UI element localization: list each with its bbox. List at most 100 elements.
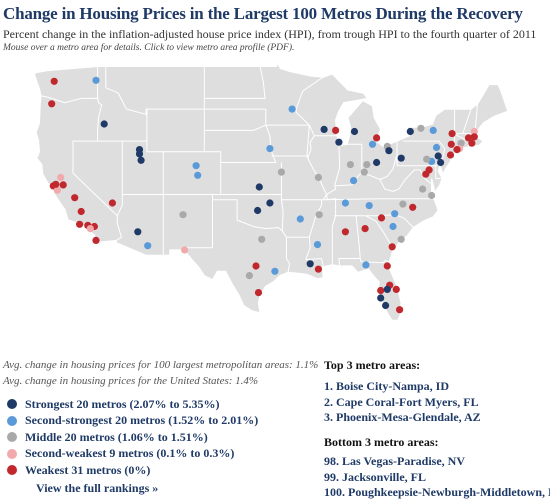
top3-item[interactable]: 2. Cape Coral-Fort Myers, FL (324, 394, 479, 409)
metro-dot[interactable] (417, 124, 425, 132)
metro-dot[interactable] (363, 161, 371, 169)
metro-dot[interactable] (470, 127, 478, 136)
metro-dot[interactable] (464, 134, 473, 142)
metro-dot[interactable] (288, 105, 296, 113)
metro-dot[interactable] (315, 211, 323, 219)
metro-dots[interactable] (48, 76, 478, 314)
metro-dot[interactable] (447, 140, 455, 148)
metro-dot[interactable] (377, 214, 386, 222)
metro-dot[interactable] (92, 76, 100, 84)
metro-dot[interactable] (365, 202, 373, 210)
metro-dot[interactable] (419, 185, 427, 193)
metro-dot[interactable] (446, 151, 455, 159)
metro-dot[interactable] (385, 147, 393, 155)
metro-dot[interactable] (57, 173, 65, 181)
metro-dot[interactable] (76, 220, 84, 228)
metro-dot[interactable] (432, 143, 441, 152)
metro-dot[interactable] (361, 225, 369, 233)
metro-dot[interactable] (108, 199, 116, 207)
metro-dot[interactable] (86, 225, 94, 233)
metro-dot[interactable] (335, 138, 343, 146)
metro-dot[interactable] (428, 191, 436, 200)
metro-dot[interactable] (137, 156, 145, 164)
metro-dot[interactable] (377, 294, 385, 302)
metro-dot[interactable] (377, 286, 385, 295)
metro-dot[interactable] (350, 177, 358, 185)
metro-dot[interactable] (320, 125, 328, 133)
metro-dot[interactable] (368, 140, 377, 148)
metro-dot[interactable] (346, 161, 354, 169)
metro-dot[interactable] (396, 306, 404, 314)
metro-dot[interactable] (254, 206, 262, 215)
metro-dot[interactable] (266, 145, 274, 153)
metro-dot[interactable] (350, 127, 359, 136)
metro-dot[interactable] (468, 139, 476, 147)
metro-dot[interactable] (179, 211, 187, 219)
metro-dot[interactable] (406, 127, 414, 136)
metro-dot[interactable] (453, 146, 461, 154)
metro-dot[interactable] (48, 100, 56, 108)
metro-dot[interactable] (332, 126, 340, 134)
metro-dot[interactable] (271, 267, 279, 275)
legend-item-second-strongest: Second-strongest 20 metros (1.52% to 2.0… (3, 413, 258, 430)
metro-dot[interactable] (362, 261, 370, 269)
metro-dot[interactable] (306, 260, 314, 268)
metro-dot[interactable] (383, 285, 391, 293)
metro-dot[interactable] (53, 186, 62, 194)
metro-dot[interactable] (389, 222, 397, 231)
metro-dot[interactable] (252, 262, 260, 270)
metro-dot[interactable] (134, 228, 142, 236)
metro-dot[interactable] (181, 246, 189, 254)
metro-dot[interactable] (192, 162, 200, 170)
metro-dot[interactable] (341, 199, 349, 207)
metro-dot[interactable] (373, 158, 381, 167)
metro-dot[interactable] (397, 235, 405, 243)
metro-dot[interactable] (434, 152, 442, 160)
metro-dot[interactable] (397, 154, 405, 162)
metro-dot[interactable] (258, 235, 266, 243)
metro-dot[interactable] (314, 173, 322, 181)
metro-dot[interactable] (296, 215, 304, 223)
metro-dot[interactable] (341, 228, 349, 236)
metro-dot[interactable] (399, 200, 407, 208)
metro-dot[interactable] (388, 243, 396, 251)
metro-dot[interactable] (423, 155, 431, 163)
metro-dot[interactable] (135, 150, 144, 158)
metro-dot[interactable] (77, 207, 85, 216)
metro-dot[interactable] (360, 168, 368, 176)
metro-dot[interactable] (448, 130, 456, 138)
metro-dot[interactable] (429, 126, 437, 134)
metro-dot[interactable] (313, 241, 322, 249)
metro-dot[interactable] (266, 199, 274, 207)
metro-dot[interactable] (409, 203, 417, 211)
metro-dot[interactable] (391, 210, 399, 218)
metro-dot[interactable] (255, 183, 263, 191)
metro-dot[interactable] (245, 272, 253, 280)
metro-dot[interactable] (457, 139, 465, 147)
bottom3-item[interactable]: 100. Poughkeepsie-Newburgh-Middletown, N… (324, 485, 550, 499)
metro-dot[interactable] (59, 181, 67, 189)
metro-dot[interactable] (392, 285, 400, 293)
top3-item[interactable]: 1. Boise City-Nampa, ID (324, 379, 449, 393)
full-rankings-link[interactable]: View the full rankings » (36, 481, 159, 495)
top3-item[interactable]: 3. Phoenix-Mesa-Glendale, AZ (324, 410, 481, 424)
legend-swatch-middle (7, 432, 17, 443)
metro-dot[interactable] (50, 77, 58, 85)
metro-dot[interactable] (254, 289, 263, 297)
metro-dot[interactable] (144, 242, 152, 250)
metro-dot[interactable] (277, 168, 285, 176)
metro-dot[interactable] (470, 133, 478, 141)
metro-dot[interactable] (92, 236, 100, 244)
bottom3-item[interactable]: 99. Jacksonville, FL (324, 469, 427, 484)
metro-dot[interactable] (382, 301, 390, 310)
metro-dot[interactable] (437, 158, 445, 167)
metro-dot[interactable] (373, 134, 381, 142)
metro-dot[interactable] (194, 171, 202, 179)
bottom3-item[interactable]: 98. Las Vegas-Paradise, NV (324, 454, 466, 468)
metro-dot[interactable] (314, 265, 322, 273)
metro-dot[interactable] (383, 262, 391, 270)
metro-dot[interactable] (71, 194, 79, 202)
metro-dot[interactable] (422, 170, 430, 178)
metro-dot[interactable] (100, 120, 108, 128)
metro-dot[interactable] (52, 180, 60, 188)
